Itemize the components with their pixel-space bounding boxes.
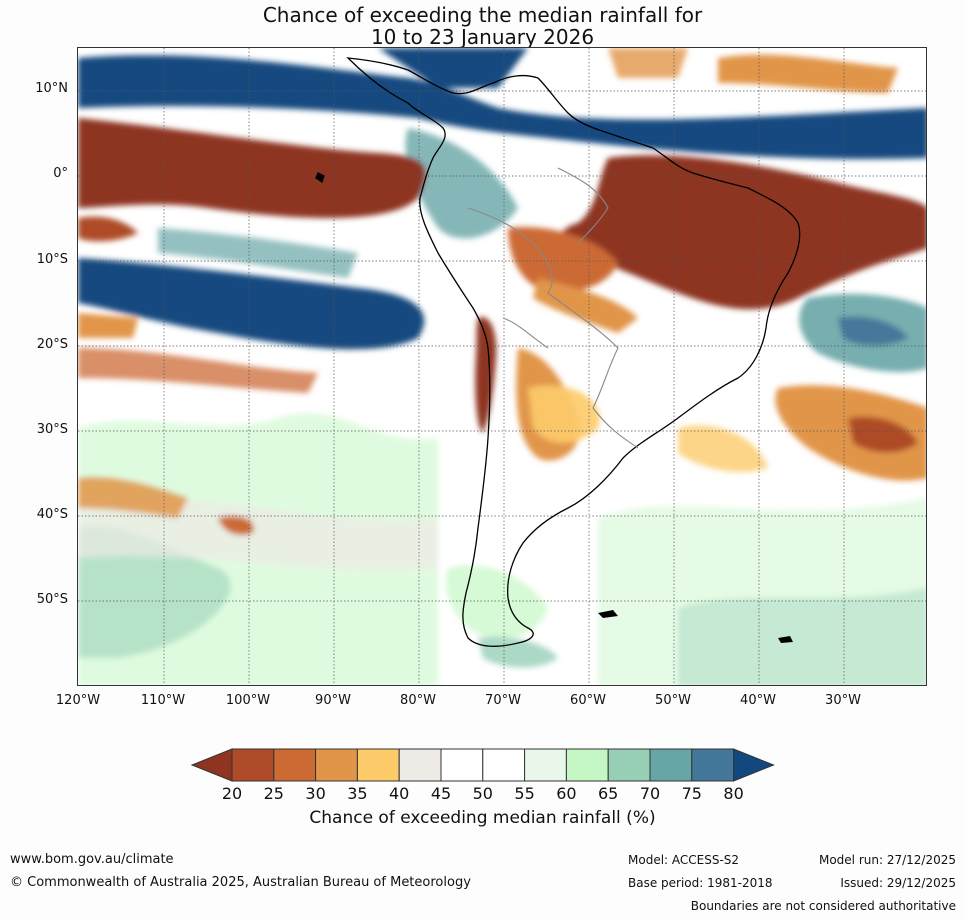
colorbar-tick-label: 70 (639, 784, 661, 803)
map-gridlines (78, 48, 926, 685)
lon-label-30w: 30°W (825, 693, 861, 708)
colorbar-tick-label: 75 (681, 784, 702, 803)
colorbar-tick-label: 50 (472, 784, 493, 803)
colorbar (190, 748, 775, 782)
lon-label-40w: 40°W (740, 693, 776, 708)
colorbar-cell (231, 748, 275, 782)
colorbar-cells (190, 748, 775, 782)
lat-label-0: 0° (53, 166, 68, 181)
copyright-text: © Commonwealth of Australia 2025, Austra… (10, 875, 471, 890)
lon-label-110w: 110°W (140, 693, 186, 708)
colorbar-tick-label: 65 (598, 784, 619, 803)
colorbar-cell (649, 748, 693, 782)
lon-label-80w: 80°W (400, 693, 436, 708)
colorbar-tick-label: 25 (263, 784, 284, 803)
colorbar-cell (607, 748, 651, 782)
colorbar-tick-label: 20 (221, 784, 243, 803)
model-run-date: Model run: 27/12/2025 (818, 853, 956, 867)
colorbar-cell (356, 748, 400, 782)
colorbar-arrow-low (190, 748, 233, 782)
colorbar-tick-label: 55 (514, 784, 535, 803)
title-line-2: 10 to 23 January 2026 (370, 25, 595, 49)
chart-title: Chance of exceeding the median rainfall … (0, 4, 965, 48)
website-link[interactable]: www.bom.gov.au/climate (10, 852, 174, 867)
islands (598, 610, 793, 643)
colorbar-cell (691, 748, 735, 782)
colorbar-tick-label: 80 (723, 784, 744, 803)
lon-label-90w: 90°W (315, 693, 351, 708)
lon-label-50w: 50°W (655, 693, 691, 708)
colorbar-cell (398, 748, 442, 782)
lat-label-50s: 50°S (36, 592, 68, 607)
colorbar-tick-label: 35 (347, 784, 368, 803)
title-line-1: Chance of exceeding the median rainfall … (262, 3, 703, 27)
colorbar-tick-label: 45 (430, 784, 452, 803)
lon-label-70w: 70°W (485, 693, 521, 708)
boundaries-disclaimer: Boundaries are not considered authoritat… (690, 899, 956, 913)
base-period: Base period: 1981-2018 (628, 876, 773, 890)
map-canvas (78, 48, 926, 685)
colorbar-cell (482, 748, 526, 782)
coastline (315, 57, 801, 647)
lat-label-40s: 40°S (36, 507, 68, 522)
lat-label-10s: 10°S (36, 252, 68, 267)
country-borders (467, 167, 639, 449)
colorbar-cell (273, 748, 317, 782)
colorbar-cell (524, 748, 567, 782)
lon-label-100w: 100°W (225, 693, 271, 708)
model-name: Model: ACCESS-S2 (628, 853, 740, 867)
colorbar-cell (315, 748, 358, 782)
colorbar-tick-label: 60 (556, 784, 577, 803)
colorbar-cell (440, 748, 484, 782)
lat-label-30s: 30°S (36, 422, 68, 437)
lat-label-10n: 10°N (35, 81, 68, 96)
colorbar-arrow-high (733, 748, 775, 782)
lon-label-60w: 60°W (570, 693, 606, 708)
lat-label-20s: 20°S (36, 337, 68, 352)
colorbar-tick-label: 30 (305, 784, 326, 803)
lon-label-120w: 120°W (55, 693, 101, 708)
issued-date: Issued: 29/12/2025 (840, 876, 956, 890)
rainfall-map (77, 47, 927, 686)
colorbar-cell (565, 748, 609, 782)
colorbar-tick-label: 40 (389, 784, 410, 803)
colorbar-title: Chance of exceeding median rainfall (%) (309, 808, 656, 828)
